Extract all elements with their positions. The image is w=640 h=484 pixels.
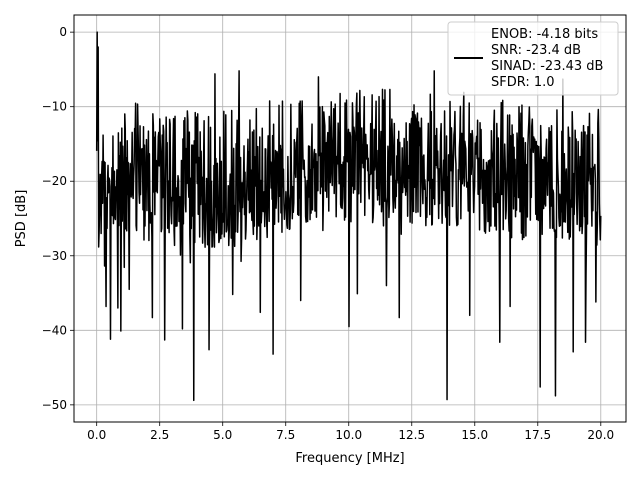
series-layer xyxy=(95,31,602,402)
legend-snr-text: SNR: -23.4 dB xyxy=(491,43,581,58)
psd-series-line xyxy=(95,31,602,402)
legend: ENOB: -4.18 bits SNR: -23.4 dB SINAD: -2… xyxy=(447,21,619,96)
y-axis-ticks: 0 −10 −20 −30 −40 −50 xyxy=(42,25,74,412)
x-tick-label: 15.0 xyxy=(461,428,488,442)
legend-sinad-text: SINAD: -23.43 dB xyxy=(491,59,603,74)
y-tick-label: −50 xyxy=(42,398,67,412)
legend-box xyxy=(447,21,619,96)
axes-frame xyxy=(73,14,627,423)
x-tick-label: 20.0 xyxy=(587,428,614,442)
x-tick-label: 7.5 xyxy=(276,428,295,442)
x-tick-label: 5.0 xyxy=(213,428,232,442)
y-tick-label: −10 xyxy=(42,100,67,114)
y-tick-label: −20 xyxy=(42,174,67,188)
y-tick-label: −40 xyxy=(42,323,67,337)
x-axis-label: Frequency [MHz] xyxy=(295,451,404,466)
x-tick-label: 12.5 xyxy=(398,428,425,442)
x-axis-ticks: 0.0 2.5 5.0 7.5 10.0 12.5 15.0 17.5 20.0 xyxy=(87,422,614,442)
x-tick-label: 17.5 xyxy=(524,428,551,442)
y-tick-label: −30 xyxy=(42,249,67,263)
legend-enob-text: ENOB: -4.18 bits xyxy=(491,27,598,42)
x-tick-label: 2.5 xyxy=(150,428,169,442)
legend-sfdr-text: SFDR: 1.0 xyxy=(491,75,555,90)
x-tick-label: 10.0 xyxy=(335,428,362,442)
y-axis-label: PSD [dB] xyxy=(14,190,29,248)
y-tick-label: 0 xyxy=(59,25,67,39)
x-tick-label: 0.0 xyxy=(87,428,106,442)
